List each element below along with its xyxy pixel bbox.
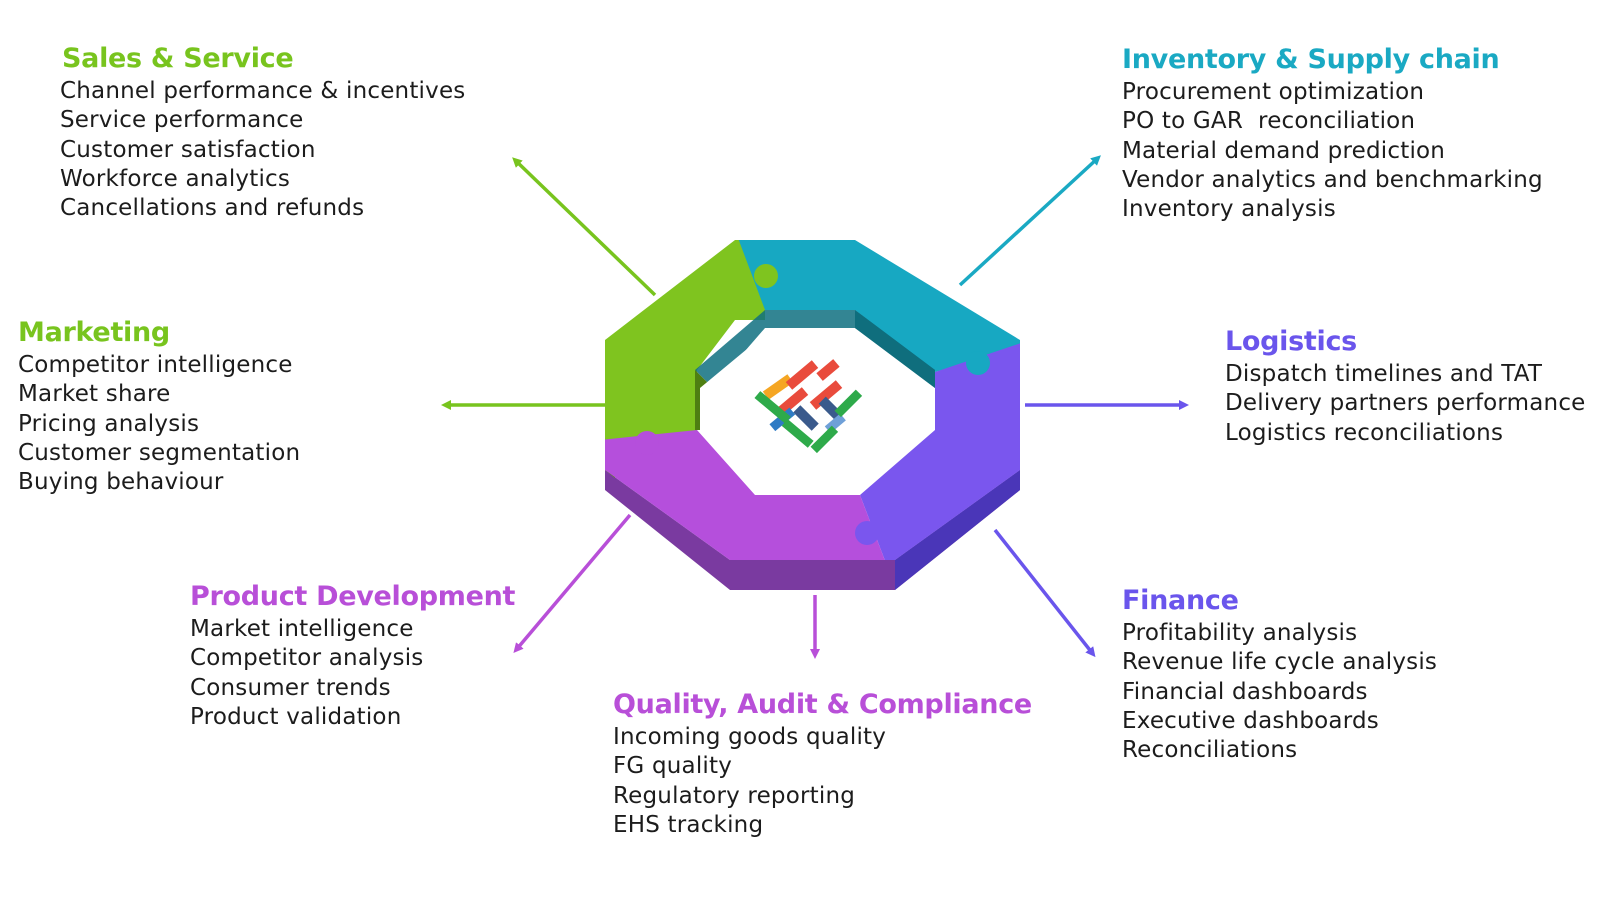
section-marketing: Marketing Competitor intelligence Market… xyxy=(18,316,300,497)
puzzle-knobs xyxy=(635,264,990,545)
section-title: Logistics xyxy=(1225,326,1357,357)
section-title: Finance xyxy=(1122,585,1239,616)
list-item: Financial dashboards xyxy=(1122,678,1368,705)
list-item: Market intelligence xyxy=(190,616,414,642)
section-items: Dispatch timelines and TAT Delivery part… xyxy=(1225,360,1586,448)
list-item: Service performance xyxy=(60,107,304,134)
list-item: Delivery partners performance xyxy=(1225,390,1586,417)
section-title: Marketing xyxy=(18,317,170,348)
list-item: Customer satisfaction xyxy=(60,136,316,163)
arrow-finance xyxy=(993,528,1096,658)
list-item: Reconciliations xyxy=(1122,737,1298,764)
list-item: Market share xyxy=(18,381,171,408)
list-item: EHS tracking xyxy=(613,811,764,838)
section-items: Incoming goods quality FG quality Regula… xyxy=(613,723,1032,840)
section-items: Profitability analysis Revenue life cycl… xyxy=(1122,619,1437,765)
list-item: Channel performance & incentives xyxy=(60,78,466,104)
list-item: Consumer trends xyxy=(190,674,391,701)
hub-center xyxy=(700,330,930,493)
list-item: Product validation xyxy=(190,703,402,730)
section-sales-service: Sales & Service Channel performance & in… xyxy=(60,42,466,223)
list-item: Dispatch timelines and TAT xyxy=(1225,361,1543,387)
section-quality-audit-compliance: Quality, Audit & Compliance Incoming goo… xyxy=(613,688,1032,840)
list-item: Regulatory reporting xyxy=(613,782,856,809)
list-item: FG quality xyxy=(613,753,733,780)
section-product-development: Product Development Market intelligence … xyxy=(190,580,515,732)
arrow-sales-service xyxy=(512,157,657,297)
section-inventory-supply-chain: Inventory & Supply chain Procurement opt… xyxy=(1122,43,1543,224)
section-items: Channel performance & incentives Service… xyxy=(60,77,466,223)
list-item: Inventory analysis xyxy=(1122,196,1336,223)
section-title: Product Development xyxy=(190,581,516,612)
list-item: Buying behaviour xyxy=(18,469,224,496)
woven-heart-logo-icon xyxy=(754,359,863,454)
list-item: Pricing analysis xyxy=(18,410,200,437)
list-item: Cancellations and refunds xyxy=(60,195,365,222)
arrow-inventory xyxy=(958,155,1101,287)
section-items: Competitor intelligence Market share Pri… xyxy=(18,351,300,497)
list-item: PO to GAR reconciliation xyxy=(1122,108,1416,135)
list-item: Procurement optimization xyxy=(1122,79,1425,105)
section-title: Inventory & Supply chain xyxy=(1122,44,1500,75)
connector-arrows xyxy=(441,155,1189,659)
list-item: Logistics reconciliations xyxy=(1225,419,1504,446)
list-item: Competitor analysis xyxy=(190,645,424,672)
list-item: Incoming goods quality xyxy=(613,724,887,750)
section-finance: Finance Profitability analysis Revenue l… xyxy=(1122,584,1437,765)
list-item: Workforce analytics xyxy=(60,165,291,192)
list-item: Executive dashboards xyxy=(1122,707,1379,734)
section-items: Market intelligence Competitor analysis … xyxy=(190,615,515,732)
section-items: Procurement optimization PO to GAR recon… xyxy=(1122,78,1543,224)
section-title: Sales & Service xyxy=(62,43,294,74)
section-logistics: Logistics Dispatch timelines and TAT Del… xyxy=(1225,325,1586,448)
section-title: Quality, Audit & Compliance xyxy=(613,689,1032,720)
list-item: Vendor analytics and benchmarking xyxy=(1122,166,1543,193)
list-item: Profitability analysis xyxy=(1122,620,1358,646)
list-item: Material demand prediction xyxy=(1122,137,1446,164)
list-item: Revenue life cycle analysis xyxy=(1122,649,1438,676)
list-item: Competitor intelligence xyxy=(18,352,293,378)
list-item: Customer segmentation xyxy=(18,439,301,466)
arrow-product-development xyxy=(513,513,632,654)
